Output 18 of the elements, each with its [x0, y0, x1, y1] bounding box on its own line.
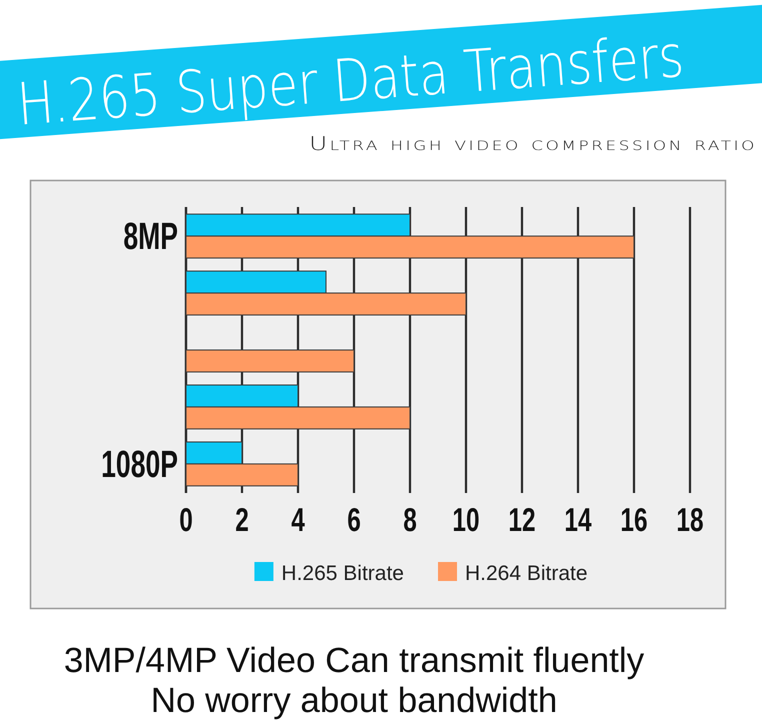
x-tick-label: 16 [620, 502, 648, 539]
x-tick-label: 4 [291, 502, 305, 539]
y-tick-label: 8MP [123, 214, 178, 258]
legend-label: H.265 Bitrate [281, 562, 404, 585]
x-tick-label: 6 [347, 502, 361, 539]
y-tick-label: 1080P [101, 442, 178, 486]
chart-subtitle: Ultra high video compression ratio [309, 134, 757, 156]
x-tick-label: 2 [235, 502, 249, 539]
x-tick-label: 12 [508, 502, 536, 539]
bar [186, 350, 354, 372]
text: 3MP/4MP Video Can transmit fluently [64, 641, 645, 680]
legend-label: H.264 Bitrate [465, 562, 588, 585]
text: No worry about bandwidth [150, 681, 558, 720]
x-tick-label: 18 [676, 502, 704, 539]
x-tick-label: 8 [403, 502, 417, 539]
x-tick-label: 14 [564, 502, 592, 539]
x-tick-label: 10 [452, 502, 480, 539]
x-tick-label: 0 [179, 502, 193, 539]
